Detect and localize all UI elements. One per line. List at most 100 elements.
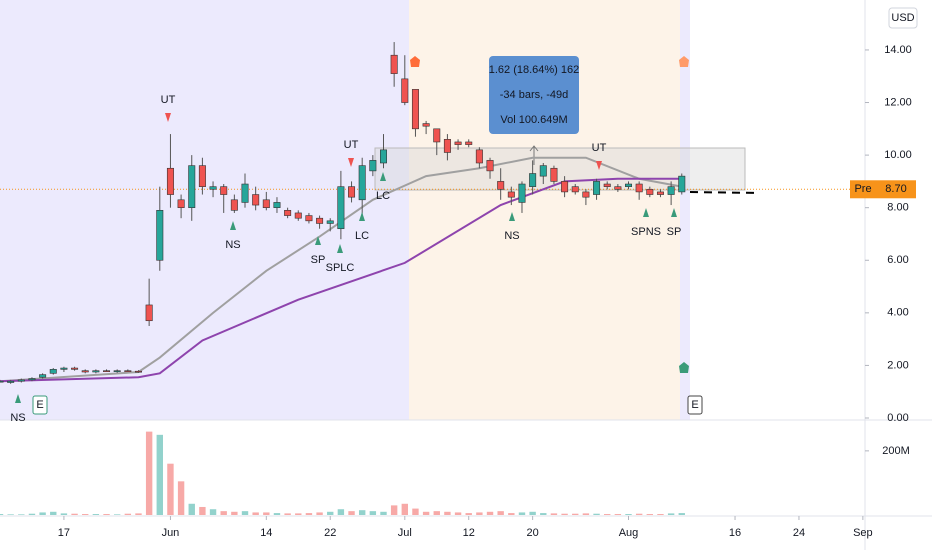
tooltip-line: -34 bars, -49d [500, 89, 568, 101]
x-tick-label: Jun [162, 527, 180, 539]
volume-bar [593, 513, 600, 515]
candle-body [28, 378, 36, 381]
signal-arrow [348, 158, 354, 167]
volume-bar [572, 513, 579, 515]
candle-body [49, 369, 57, 374]
candle-body [411, 89, 419, 130]
volume-bar [508, 513, 515, 515]
signal-label: NS [225, 239, 240, 251]
volume-bar [209, 509, 217, 515]
candle-body [209, 186, 217, 190]
volume-bar [444, 511, 451, 515]
volume-bar [540, 513, 547, 515]
candle-body [507, 191, 515, 198]
volume-bar [422, 511, 430, 515]
volume-bar [167, 463, 174, 515]
candle-body [593, 181, 601, 195]
candle-body [156, 210, 164, 261]
earnings-box [32, 395, 48, 415]
volume-bar [476, 512, 483, 515]
signal-label: SP [311, 254, 326, 266]
signal-arrow [15, 394, 21, 403]
earnings-label: E [691, 399, 698, 411]
signal-arrow [315, 236, 321, 245]
marker [410, 56, 420, 67]
volume-bar [113, 514, 121, 515]
candle-body [571, 186, 579, 193]
volume-bar [273, 513, 281, 515]
volume-bar [678, 513, 685, 515]
volume-bar [646, 514, 654, 515]
signal-arrow [165, 113, 171, 122]
candle-body [497, 181, 505, 190]
candle-body [390, 54, 398, 74]
signal-label: NS [504, 230, 519, 242]
y-tick-label: 0.00 [887, 412, 908, 424]
volume-bar [412, 508, 419, 515]
candle-body [646, 188, 654, 195]
volume-bar [518, 512, 526, 515]
volume-bar [145, 431, 153, 515]
volume-bar [497, 511, 504, 515]
volume-bar [92, 514, 100, 515]
volume-bar [529, 511, 536, 515]
x-tick-label: Sep [853, 527, 873, 539]
candle-body [422, 123, 430, 127]
candle-body [401, 78, 409, 103]
earnings-box [687, 395, 703, 415]
x-tick-label: 14 [260, 527, 272, 539]
candle-body [518, 183, 526, 203]
candle-body [241, 183, 249, 203]
volume-bar [39, 512, 46, 515]
volume-bar [71, 513, 78, 515]
volume-bar [582, 513, 590, 515]
volume-bar [177, 481, 185, 515]
candle-body [305, 215, 313, 222]
candle-body [294, 212, 302, 219]
signal-arrow [671, 208, 677, 217]
volume-bar [188, 503, 195, 515]
volume-bar [284, 513, 291, 515]
session-bg [680, 0, 690, 420]
candle-body [443, 139, 451, 153]
volume-bar [550, 513, 558, 515]
session-bg [0, 0, 409, 420]
candle-body [582, 191, 590, 198]
signal-arrow [643, 208, 649, 217]
volume-bar [433, 511, 440, 515]
vol-tick-label: 200M [882, 445, 910, 457]
x-tick-label: Jul [398, 527, 412, 539]
candle-body [113, 370, 121, 372]
currency: USD [891, 12, 914, 24]
volume-bar [614, 514, 622, 515]
currency-box[interactable] [888, 7, 918, 29]
y-tick-label: 4.00 [887, 307, 908, 319]
x-tick-label: Aug [619, 527, 639, 539]
candle-body [81, 370, 89, 373]
x-tick-label: 22 [324, 527, 336, 539]
volume-bar [60, 513, 68, 515]
tooltip-line: 1.62 (18.64%) 162 [489, 64, 580, 76]
volume-bar [327, 511, 334, 515]
y-tick-label: 10.00 [884, 149, 912, 161]
candle-body [252, 194, 260, 206]
candle-body [550, 167, 558, 182]
volume-bar [454, 512, 462, 515]
candle-body [284, 210, 292, 216]
candle-body [198, 165, 206, 187]
volume-bar [82, 514, 89, 515]
candle-body [39, 374, 47, 378]
candle-body [177, 199, 185, 208]
y-tick-label: 2.00 [887, 359, 908, 371]
signal-arrow [359, 212, 365, 221]
measure-arrow [529, 145, 539, 152]
candle-body [230, 199, 238, 211]
pre-badge [850, 180, 876, 199]
volume-bar [561, 513, 568, 515]
candle-body [380, 149, 387, 164]
signal-label: UT [161, 94, 176, 106]
candle-body [166, 167, 174, 195]
candle-body [0, 380, 4, 383]
y-tick-label: 12.00 [884, 96, 912, 108]
candle-body [603, 183, 611, 187]
